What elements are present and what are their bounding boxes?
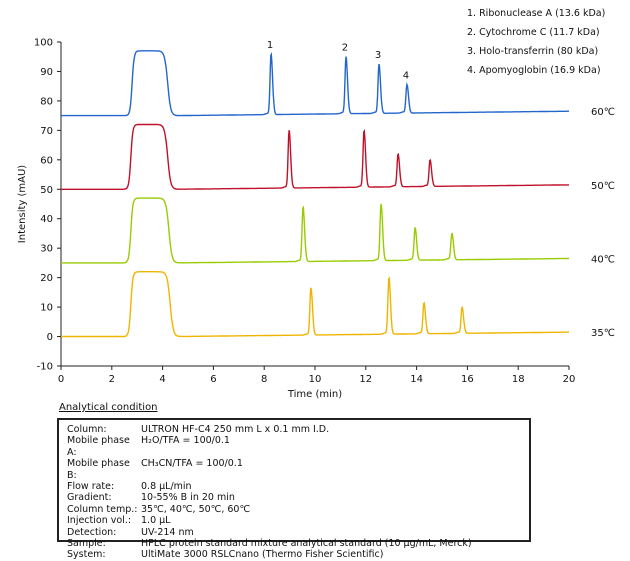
y-tick-label: 50: [40, 185, 53, 196]
y-tick-label: 40: [40, 214, 53, 225]
condition-key: Mobile phase B:: [67, 458, 130, 481]
x-tick-label: 0: [58, 374, 64, 385]
condition-value: HPLC protein standard mixture analytical…: [141, 538, 472, 550]
y-tick-label: 90: [40, 67, 53, 78]
trace-label: 35℃: [591, 328, 615, 339]
condition-value: ULTRON HF-C4 250 mm L x 0.1 mm I.D.: [141, 424, 330, 435]
condition-key: Detection:: [67, 526, 117, 538]
legend-entry-4: 4. Apomyoglobin (16.9 kDa): [467, 65, 601, 76]
condition-key: Column:: [67, 424, 107, 435]
y-tick-label: 70: [40, 126, 53, 137]
condition-key: Sample:: [67, 538, 106, 550]
legend-entry-2: 2. Cytochrome C (11.7 kDa): [467, 27, 600, 38]
condition-value: 1.0 µL: [141, 515, 171, 527]
trace-label: 40℃: [591, 254, 615, 265]
condition-value: UltiMate 3000 RSLCnano (Thermo Fisher Sc…: [141, 549, 384, 561]
y-tick-label: 30: [40, 244, 53, 255]
y-tick-label: -10: [37, 362, 53, 373]
condition-key: Mobile phase A:: [67, 435, 130, 458]
condition-key: Gradient:: [67, 492, 112, 504]
y-axis-label: Intensity (mAU): [17, 165, 28, 244]
x-tick-label: 12: [359, 374, 372, 385]
legend-entry-3: 3. Holo-transferrin (80 kDa): [467, 46, 599, 57]
condition-value: 10-55% B in 20 min: [141, 492, 235, 504]
condition-key: System:: [67, 549, 106, 561]
condition-row: Detection: UV-214 nm: [67, 527, 521, 538]
condition-row: Gradient: 10-55% B in 20 min: [67, 492, 521, 503]
x-tick-label: 8: [261, 374, 267, 385]
condition-row: System: UltiMate 3000 RSLCnano (Thermo Fi…: [67, 549, 521, 560]
legend-entry-1: 1. Ribonuclease A (13.6 kDa): [467, 8, 606, 19]
condition-key: Flow rate:: [67, 481, 115, 493]
x-axis-label: Time (min): [287, 389, 342, 400]
peak-label: 2: [342, 43, 348, 54]
x-tick-label: 20: [563, 374, 576, 385]
trace-40℃: [61, 197, 569, 264]
trace-50℃: [61, 123, 569, 191]
x-tick-label: 6: [210, 374, 216, 385]
condition-value: CH₃CN/TFA = 100/0.1: [141, 458, 243, 470]
condition-row: Sample: HPLC protein standard mixture ana…: [67, 538, 521, 549]
peak-label: 3: [375, 50, 381, 61]
trace-35℃: [61, 271, 569, 338]
x-tick-label: 4: [159, 374, 165, 385]
condition-row: Column: ULTRON HF-C4 250 mm L x 0.1 mm I.…: [67, 424, 521, 435]
condition-row: Injection vol.: 1.0 µL: [67, 515, 521, 526]
condition-key: Injection vol.:: [67, 515, 132, 527]
y-tick-label: 80: [40, 96, 53, 107]
y-tick-label: 10: [40, 303, 53, 314]
condition-box: Column: ULTRON HF-C4 250 mm L x 0.1 mm I.…: [57, 418, 531, 560]
y-tick-label: 100: [34, 38, 53, 49]
condition-value: 0.8 µL/min: [141, 481, 192, 493]
condition-row: Column temp.: 35℃, 40℃, 50℃, 60℃: [67, 504, 521, 515]
condition-value: 35℃, 40℃, 50℃, 60℃: [141, 503, 251, 515]
condition-value: UV-214 nm: [141, 526, 194, 538]
condition-row: Flow rate: 0.8 µL/min: [67, 481, 521, 492]
x-tick-label: 10: [309, 374, 322, 385]
trace-label: 60℃: [591, 107, 615, 118]
condition-row: Mobile phase A: H₂O/TFA = 100/0.1: [67, 435, 521, 458]
peak-label: 1: [267, 40, 273, 51]
condition-title: Analytical condition: [59, 402, 158, 413]
x-tick-label: 14: [410, 374, 423, 385]
x-tick-label: 18: [512, 374, 525, 385]
x-tick-label: 2: [109, 374, 115, 385]
peak-legend: 1. Ribonuclease A (13.6 kDa) 2. Cytochro…: [467, 4, 605, 80]
condition-row: Mobile phase B: CH₃CN/TFA = 100/0.1: [67, 458, 521, 481]
trace-60℃: [61, 50, 569, 117]
x-tick-label: 16: [461, 374, 474, 385]
y-tick-label: 20: [40, 273, 53, 284]
condition-value: H₂O/TFA = 100/0.1: [141, 435, 230, 447]
trace-label: 50℃: [591, 181, 615, 192]
y-tick-label: 60: [40, 155, 53, 166]
condition-key: Column temp.:: [67, 503, 138, 515]
y-tick-label: 0: [47, 332, 53, 343]
peak-label: 4: [403, 71, 409, 82]
